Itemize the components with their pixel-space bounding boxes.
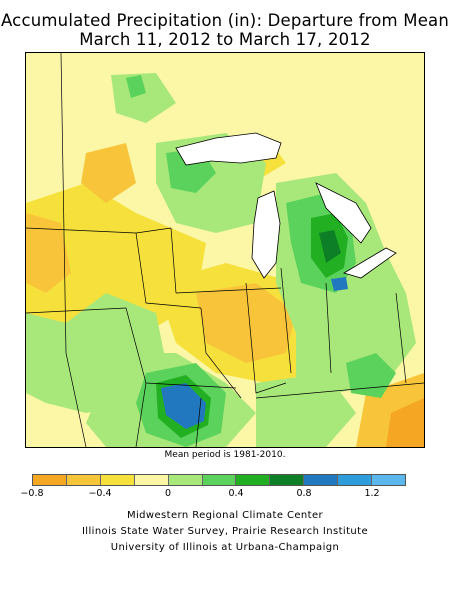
legend-swatch-1 xyxy=(66,475,101,485)
legend-tick-label: 1.2 xyxy=(364,488,380,499)
dakota-dry-patch xyxy=(26,213,71,293)
legend-tick-label: −0.8 xyxy=(20,488,44,499)
map-title: Accumulated Precipitation (in): Departur… xyxy=(0,11,450,30)
legend-swatch-9 xyxy=(338,475,373,485)
credit-line-3: University of Illinois at Urbana-Champai… xyxy=(110,542,340,553)
legend-swatch-2 xyxy=(100,475,135,485)
legend-tick-label: −0.4 xyxy=(88,488,112,499)
legend-swatch-6 xyxy=(236,475,271,485)
lake-superior xyxy=(175,132,282,166)
legend-swatch-10 xyxy=(372,475,405,485)
precipitation-departure-map xyxy=(25,52,425,448)
legend-tick-label: 0.4 xyxy=(228,488,244,499)
legend-swatch-5 xyxy=(202,475,237,485)
lake-huron xyxy=(315,182,372,244)
map-date-range: March 11, 2012 to March 17, 2012 xyxy=(79,30,371,49)
color-legend xyxy=(32,474,406,486)
state-boundaries xyxy=(26,53,424,447)
mean-period-note: Mean period is 1981-2010. xyxy=(164,450,286,460)
legend-swatch-4 xyxy=(168,475,203,485)
southeast-very-dry xyxy=(386,398,424,447)
minnesota-dry-patch xyxy=(81,143,136,203)
credit-line-2: Illinois State Water Survey, Prairie Res… xyxy=(81,526,369,537)
credit-line-1: Midwestern Regional Climate Center xyxy=(126,510,324,521)
legend-tick-label: 0 xyxy=(164,488,172,499)
michigan-darkest-green xyxy=(319,230,341,263)
lake-michigan xyxy=(251,190,281,279)
legend-swatch-0 xyxy=(33,475,67,485)
lake-erie-blue xyxy=(331,277,348,291)
illinois-indiana-dry-core xyxy=(196,283,296,363)
legend-swatch-7 xyxy=(270,475,305,485)
legend-tick-label: 0.8 xyxy=(296,488,312,499)
minnesota-north-wet xyxy=(111,73,176,123)
arkansas-blue-max xyxy=(161,383,206,429)
lake-erie xyxy=(343,247,397,279)
legend-swatch-3 xyxy=(134,475,169,485)
legend-swatch-8 xyxy=(304,475,339,485)
north-green-spot xyxy=(126,75,146,98)
